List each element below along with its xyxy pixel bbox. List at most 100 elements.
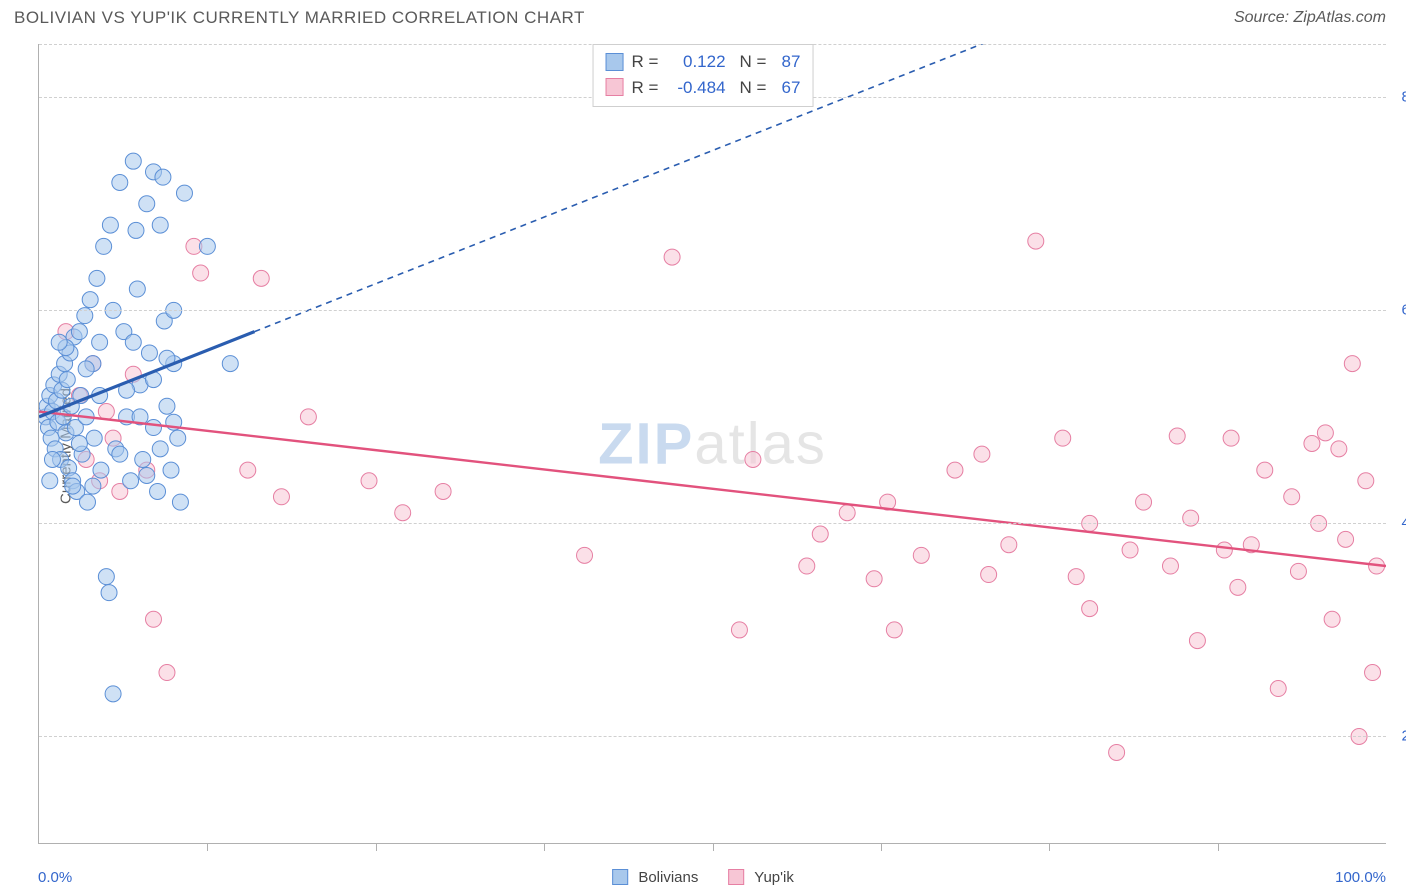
y-tick-label: 80.0% xyxy=(1401,89,1406,106)
data-point xyxy=(79,494,95,510)
data-point xyxy=(159,398,175,414)
data-point xyxy=(1344,356,1360,372)
data-point xyxy=(240,462,256,478)
data-point xyxy=(129,281,145,297)
data-point xyxy=(577,547,593,563)
y-tick-label: 60.0% xyxy=(1401,302,1406,319)
data-point xyxy=(176,185,192,201)
data-point xyxy=(112,174,128,190)
data-point xyxy=(145,420,161,436)
data-point xyxy=(745,451,761,467)
gridline xyxy=(39,523,1386,524)
data-point xyxy=(1122,542,1138,558)
data-point xyxy=(85,478,101,494)
data-point xyxy=(86,430,102,446)
data-point xyxy=(1290,563,1306,579)
data-point xyxy=(1223,430,1239,446)
data-point xyxy=(839,505,855,521)
swatch-series-b xyxy=(728,869,744,885)
data-point xyxy=(152,441,168,457)
data-point xyxy=(981,567,997,583)
data-point xyxy=(93,462,109,478)
data-point xyxy=(1189,633,1205,649)
data-point xyxy=(139,196,155,212)
data-point xyxy=(1109,744,1125,760)
data-point xyxy=(812,526,828,542)
x-axis-min-label: 0.0% xyxy=(38,869,72,886)
data-point xyxy=(82,292,98,308)
data-point xyxy=(1136,494,1152,510)
scatter-svg xyxy=(39,44,1386,843)
data-point xyxy=(141,345,157,361)
data-point xyxy=(300,409,316,425)
data-point xyxy=(1324,611,1340,627)
data-point xyxy=(150,483,166,499)
data-point xyxy=(123,473,139,489)
x-axis-max-label: 100.0% xyxy=(1335,869,1386,886)
data-point xyxy=(59,372,75,388)
data-point xyxy=(1216,542,1232,558)
data-point xyxy=(361,473,377,489)
data-point xyxy=(128,222,144,238)
data-point xyxy=(1284,489,1300,505)
data-point xyxy=(96,238,112,254)
data-point xyxy=(65,478,81,494)
x-tick xyxy=(881,843,882,851)
data-point xyxy=(42,473,58,489)
data-point xyxy=(664,249,680,265)
data-point xyxy=(155,169,171,185)
data-point xyxy=(170,430,186,446)
y-tick-label: 20.0% xyxy=(1401,728,1406,745)
data-point xyxy=(135,451,151,467)
gridline xyxy=(39,310,1386,311)
x-tick xyxy=(376,843,377,851)
x-tick xyxy=(207,843,208,851)
data-point xyxy=(947,462,963,478)
data-point xyxy=(974,446,990,462)
data-point xyxy=(112,446,128,462)
swatch-series-b xyxy=(606,78,624,96)
data-point xyxy=(102,217,118,233)
chart-title: BOLIVIAN VS YUP'IK CURRENTLY MARRIED COR… xyxy=(14,8,585,28)
data-point xyxy=(1317,425,1333,441)
y-tick-label: 40.0% xyxy=(1401,515,1406,532)
data-point xyxy=(51,334,67,350)
data-point xyxy=(1304,436,1320,452)
legend-item-series-b: Yup'ik xyxy=(728,869,793,886)
data-point xyxy=(1055,430,1071,446)
data-point xyxy=(78,361,94,377)
x-tick xyxy=(1049,843,1050,851)
data-point xyxy=(145,611,161,627)
data-point xyxy=(71,436,87,452)
data-point xyxy=(101,585,117,601)
stats-row-series-b: R = -0.484 N = 67 xyxy=(606,75,801,101)
correlation-stats-box: R = 0.122 N = 87 R = -0.484 N = 67 xyxy=(593,44,814,107)
gridline xyxy=(39,736,1386,737)
data-point xyxy=(1001,537,1017,553)
data-point xyxy=(139,467,155,483)
stats-row-series-a: R = 0.122 N = 87 xyxy=(606,49,801,75)
data-point xyxy=(1028,233,1044,249)
data-point xyxy=(172,494,188,510)
data-point xyxy=(1331,441,1347,457)
legend: Bolivians Yup'ik xyxy=(612,869,794,886)
data-point xyxy=(1365,665,1381,681)
data-point xyxy=(1338,531,1354,547)
data-point xyxy=(159,665,175,681)
data-point xyxy=(799,558,815,574)
data-point xyxy=(193,265,209,281)
data-point xyxy=(395,505,411,521)
chart-plot-area: ZIPatlas 20.0%40.0%60.0%80.0% xyxy=(38,44,1386,844)
data-point xyxy=(913,547,929,563)
x-tick xyxy=(1218,843,1219,851)
data-point xyxy=(44,451,60,467)
data-point xyxy=(1257,462,1273,478)
data-point xyxy=(152,217,168,233)
data-point xyxy=(435,483,451,499)
data-point xyxy=(1162,558,1178,574)
data-point xyxy=(199,238,215,254)
data-point xyxy=(163,462,179,478)
data-point xyxy=(98,404,114,420)
data-point xyxy=(125,334,141,350)
data-point xyxy=(866,571,882,587)
